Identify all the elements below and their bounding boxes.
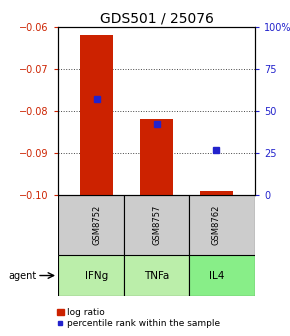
Text: IFNg: IFNg [85,270,108,281]
Text: GSM8762: GSM8762 [212,205,221,245]
Title: GDS501 / 25076: GDS501 / 25076 [100,12,213,26]
Text: TNFa: TNFa [144,270,169,281]
Bar [124,255,189,296]
Legend: log ratio, percentile rank within the sample: log ratio, percentile rank within the sa… [57,308,220,328]
Text: IL4: IL4 [209,270,224,281]
Bar [189,255,255,296]
Bar [124,195,189,255]
Text: agent: agent [9,270,37,281]
Text: GSM8757: GSM8757 [152,205,161,245]
Bar [140,119,173,195]
Bar [189,195,255,255]
Bar [80,35,113,195]
Bar [58,255,124,296]
Bar [58,195,124,255]
Bar [200,191,233,195]
Text: GSM8752: GSM8752 [92,205,101,245]
